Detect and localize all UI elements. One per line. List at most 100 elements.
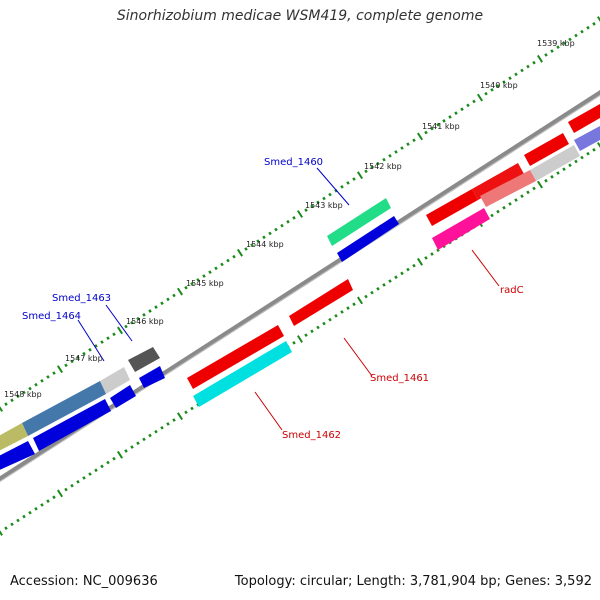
minor-tick xyxy=(202,274,206,278)
gene-feature-forward-blue-2[interactable] xyxy=(139,366,165,388)
gene-label-smed-1463[interactable]: Smed_1463 xyxy=(52,293,111,304)
minor-tick xyxy=(232,254,236,259)
minor-tick xyxy=(556,45,560,49)
minor-tick xyxy=(82,476,86,480)
major-tick xyxy=(356,171,364,180)
minor-tick xyxy=(382,157,386,162)
minor-tick xyxy=(562,167,566,171)
major-tick xyxy=(296,210,304,218)
major-tick xyxy=(0,530,4,536)
minor-tick xyxy=(46,499,50,503)
minor-tick xyxy=(376,161,380,166)
minor-tick xyxy=(466,103,470,108)
gene-feature-smed-1463[interactable] xyxy=(128,347,160,372)
gene-feature-pink[interactable] xyxy=(480,170,536,207)
gene-label-smed-1462[interactable]: Smed_1462 xyxy=(282,430,341,441)
minor-tick xyxy=(4,402,8,406)
minor-tick xyxy=(40,503,44,507)
minor-tick xyxy=(196,278,200,282)
gene-feature-smed-1460[interactable] xyxy=(327,198,391,246)
gene-feature-red-b[interactable] xyxy=(472,163,524,200)
minor-tick xyxy=(100,464,104,469)
gene-feature-forward-blue-5[interactable] xyxy=(0,441,35,472)
minor-tick xyxy=(160,301,164,306)
minor-tick xyxy=(142,437,146,442)
gene-feature-steelblue[interactable] xyxy=(22,381,106,436)
minor-tick xyxy=(304,208,308,212)
major-tick xyxy=(536,180,544,189)
minor-tick xyxy=(346,306,350,310)
minor-tick xyxy=(364,294,368,299)
minor-tick xyxy=(34,507,38,511)
major-tick xyxy=(536,54,544,63)
minor-tick xyxy=(88,472,92,476)
gene-feature-smed-1462[interactable] xyxy=(193,341,292,407)
minor-tick xyxy=(112,332,116,337)
minor-tick xyxy=(4,526,8,530)
major-tick xyxy=(596,142,600,148)
minor-tick xyxy=(370,165,374,170)
gene-label-smed-1460[interactable]: Smed_1460 xyxy=(264,157,323,168)
gene-feature-forward-blue-3[interactable] xyxy=(110,385,136,408)
minor-tick xyxy=(160,425,164,430)
minor-tick xyxy=(166,297,170,302)
gene-feature-forward-blue-4[interactable] xyxy=(33,399,111,451)
minor-tick xyxy=(580,29,584,34)
gene-label-smed-1461[interactable]: Smed_1461 xyxy=(370,373,429,384)
minor-tick xyxy=(22,390,26,395)
minor-tick xyxy=(406,267,410,272)
minor-tick xyxy=(70,483,74,488)
minor-tick xyxy=(136,441,140,446)
minor-tick xyxy=(352,177,356,181)
gene-feature-red-a[interactable] xyxy=(426,189,478,226)
minor-tick xyxy=(40,379,44,383)
gene-label-radc[interactable]: radC xyxy=(500,285,524,296)
genome-backbone-shadow xyxy=(0,94,600,483)
minor-tick xyxy=(346,181,350,185)
gene-feature-forward-blue[interactable] xyxy=(337,216,399,262)
gene-feature-lavender[interactable] xyxy=(574,126,600,151)
major-tick xyxy=(56,365,64,374)
gene-feature-smed-1461[interactable] xyxy=(289,279,353,326)
minor-tick xyxy=(454,111,458,115)
minor-tick xyxy=(400,146,404,150)
minor-tick xyxy=(406,142,410,146)
minor-tick xyxy=(112,456,116,461)
minor-tick xyxy=(340,310,344,314)
minor-tick xyxy=(400,271,404,276)
minor-tick xyxy=(190,282,194,286)
gene-feature-smed-1464[interactable] xyxy=(100,367,130,394)
gene-feature-red-e[interactable] xyxy=(187,325,284,389)
minor-tick xyxy=(388,279,392,283)
minor-tick xyxy=(490,88,494,92)
minor-tick xyxy=(274,227,278,232)
gene-label-smed-1464[interactable]: Smed_1464 xyxy=(22,311,81,322)
tick-label-1546: 1546 kbp xyxy=(126,317,164,326)
major-tick xyxy=(476,93,484,102)
gene-feature-red-c[interactable] xyxy=(524,133,569,166)
minor-tick xyxy=(280,223,284,228)
minor-tick xyxy=(16,394,20,399)
tick-label-1544: 1544 kbp xyxy=(246,240,284,249)
gene-feature-red-d[interactable] xyxy=(568,104,600,133)
major-tick xyxy=(116,326,124,335)
minor-tick xyxy=(472,99,476,104)
minor-tick xyxy=(592,22,596,26)
gene-feature-olive[interactable] xyxy=(0,423,28,453)
minor-tick xyxy=(586,151,590,156)
minor-tick xyxy=(568,163,572,168)
minor-tick xyxy=(130,320,134,325)
map-title: Sinorhizobium medicae WSM419, complete g… xyxy=(116,8,484,24)
minor-tick xyxy=(52,495,56,500)
minor-tick xyxy=(502,80,506,84)
minor-tick xyxy=(28,510,32,515)
minor-tick xyxy=(514,198,518,202)
minor-tick xyxy=(352,302,356,307)
minor-tick xyxy=(46,375,50,379)
minor-tick xyxy=(172,418,176,422)
tick-label-1547: 1547 kbp xyxy=(65,354,103,363)
gene-feature-grey[interactable] xyxy=(530,145,580,181)
gene-label-group: Smed_1460 Smed_1463 Smed_1464 Smed_1461 … xyxy=(22,157,524,441)
gene-feature-radC[interactable] xyxy=(432,208,490,250)
